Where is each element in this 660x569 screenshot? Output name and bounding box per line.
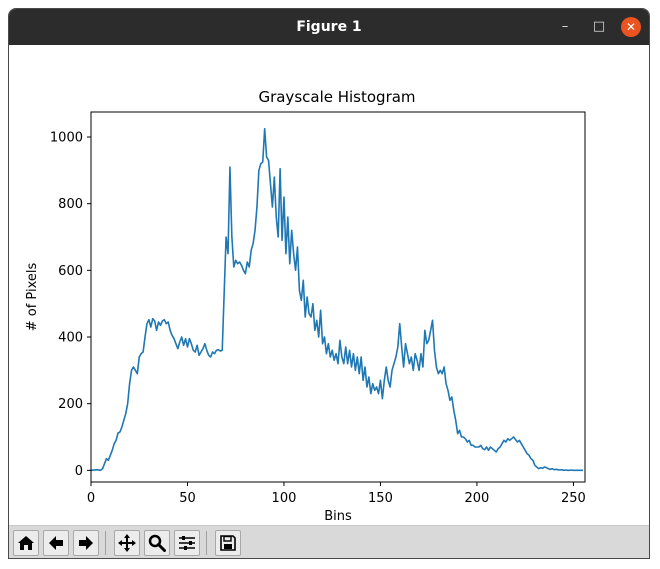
y-tick-label: 600 <box>58 264 83 279</box>
minimize-button[interactable]: – <box>561 19 569 34</box>
y-tick-label: 400 <box>58 331 83 346</box>
x-axis-label: Bins <box>324 509 352 524</box>
close-button[interactable]: ✕ <box>621 17 641 37</box>
toolbar-separator <box>206 531 207 555</box>
save-icon <box>220 535 236 551</box>
zoom-button[interactable] <box>144 530 170 556</box>
y-tick-label: 200 <box>58 397 83 412</box>
configure-subplots-icon <box>179 536 195 550</box>
navigation-toolbar <box>9 525 649 558</box>
x-tick-label: 150 <box>368 491 393 506</box>
maximize-button[interactable]: □ <box>592 19 606 34</box>
pan-icon <box>118 534 136 552</box>
histogram-line <box>90 127 584 472</box>
forward-button[interactable] <box>73 530 99 556</box>
toolbar-separator <box>105 531 106 555</box>
x-tick-label: 100 <box>272 491 297 506</box>
back-arrow-icon <box>49 536 63 550</box>
forward-arrow-icon <box>79 536 93 550</box>
save-button[interactable] <box>215 530 241 556</box>
figure-canvas[interactable]: Grayscale Histogram 0 50 100 150 200 250 0 200 4… <box>9 45 649 525</box>
y-tick-label: 0 <box>75 464 83 479</box>
configure-subplots-button[interactable] <box>174 530 200 556</box>
x-tick-label: 200 <box>465 491 490 506</box>
title-bar[interactable]: Figure 1 – □ ✕ <box>9 9 649 45</box>
histogram-chart: Grayscale Histogram 0 50 100 150 200 250 0 200 4… <box>25 88 586 524</box>
plot-frame <box>90 111 586 483</box>
back-button[interactable] <box>43 530 69 556</box>
home-icon <box>18 536 34 550</box>
x-tick-label: 0 <box>87 491 95 506</box>
chart-title: Grayscale Histogram <box>258 88 415 106</box>
y-tick-label: 800 <box>58 197 83 212</box>
home-button[interactable] <box>13 530 39 556</box>
zoom-icon <box>148 534 166 552</box>
y-axis-label: # of Pixels <box>25 263 40 332</box>
figure-window: Figure 1 – □ ✕ Grayscale Histogram 0 50 10… <box>8 8 650 559</box>
pan-button[interactable] <box>114 530 140 556</box>
window-title: Figure 1 <box>296 19 362 35</box>
y-tick-label: 1000 <box>50 131 83 146</box>
x-tick-label: 250 <box>561 491 586 506</box>
x-tick-label: 50 <box>179 491 196 506</box>
